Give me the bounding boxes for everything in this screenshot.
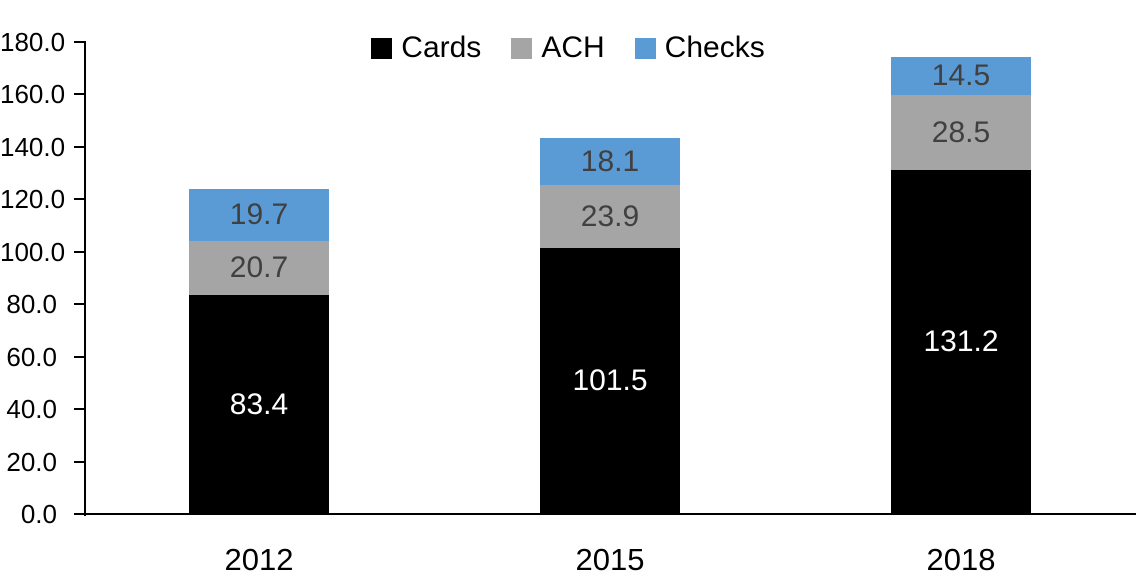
y-axis-tick xyxy=(74,408,86,410)
y-axis-tick-label: 140.0 xyxy=(0,132,66,162)
legend-item-cards: Cards xyxy=(371,33,481,63)
bar-segment-checks-2015: 18.1 xyxy=(540,138,680,185)
ach-swatch-icon xyxy=(511,37,533,59)
y-axis-tick-label: 100.0 xyxy=(0,237,66,267)
y-axis-tick xyxy=(74,461,86,463)
cards-swatch-icon xyxy=(371,37,393,59)
y-axis-tick xyxy=(74,198,86,200)
y-axis-tick xyxy=(74,356,86,358)
y-axis-tick-label: 20.0 xyxy=(6,447,57,477)
y-axis-tick xyxy=(74,251,86,253)
bar-segment-ach-2012: 20.7 xyxy=(189,241,329,295)
x-axis-line xyxy=(84,513,1136,515)
y-axis-line xyxy=(84,42,86,516)
legend-item-checks: Checks xyxy=(634,31,765,64)
legend: Cards ACH Checks xyxy=(0,33,1136,63)
legend-label-checks: Checks xyxy=(664,31,765,64)
x-axis-label: 2012 xyxy=(224,542,294,577)
y-axis-tick-label: 60.0 xyxy=(6,342,57,372)
y-axis-tick-label: 0.0 xyxy=(20,499,57,529)
bar-segment-checks-2018: 14.5 xyxy=(891,57,1031,95)
x-axis-label: 2018 xyxy=(926,542,996,577)
bar-segment-ach-2018: 28.5 xyxy=(891,95,1031,170)
y-axis-tick-label: 80.0 xyxy=(6,289,57,319)
y-axis-tick-label: 180.0 xyxy=(0,27,66,57)
y-axis-tick xyxy=(74,41,86,43)
legend-label-ach: ACH xyxy=(541,31,605,64)
y-axis-tick-label: 40.0 xyxy=(6,394,57,424)
legend-label-cards: Cards xyxy=(401,31,482,64)
y-axis-tick xyxy=(74,93,86,95)
bar-segment-cards-2018: 131.2 xyxy=(891,170,1031,514)
legend-item-ach: ACH xyxy=(511,31,605,64)
x-axis-label: 2015 xyxy=(575,542,645,577)
y-axis-tick xyxy=(74,513,86,515)
y-axis-tick-label: 160.0 xyxy=(0,79,66,109)
y-axis-tick xyxy=(74,146,86,148)
bar-segment-checks-2012: 19.7 xyxy=(189,189,329,241)
checks-swatch-icon xyxy=(634,37,656,59)
y-axis-tick-label: 120.0 xyxy=(0,184,66,214)
bar-segment-ach-2015: 23.9 xyxy=(540,185,680,248)
bar-segment-cards-2012: 83.4 xyxy=(189,295,329,514)
y-axis-tick xyxy=(74,303,86,305)
bar-segment-cards-2015: 101.5 xyxy=(540,248,680,514)
